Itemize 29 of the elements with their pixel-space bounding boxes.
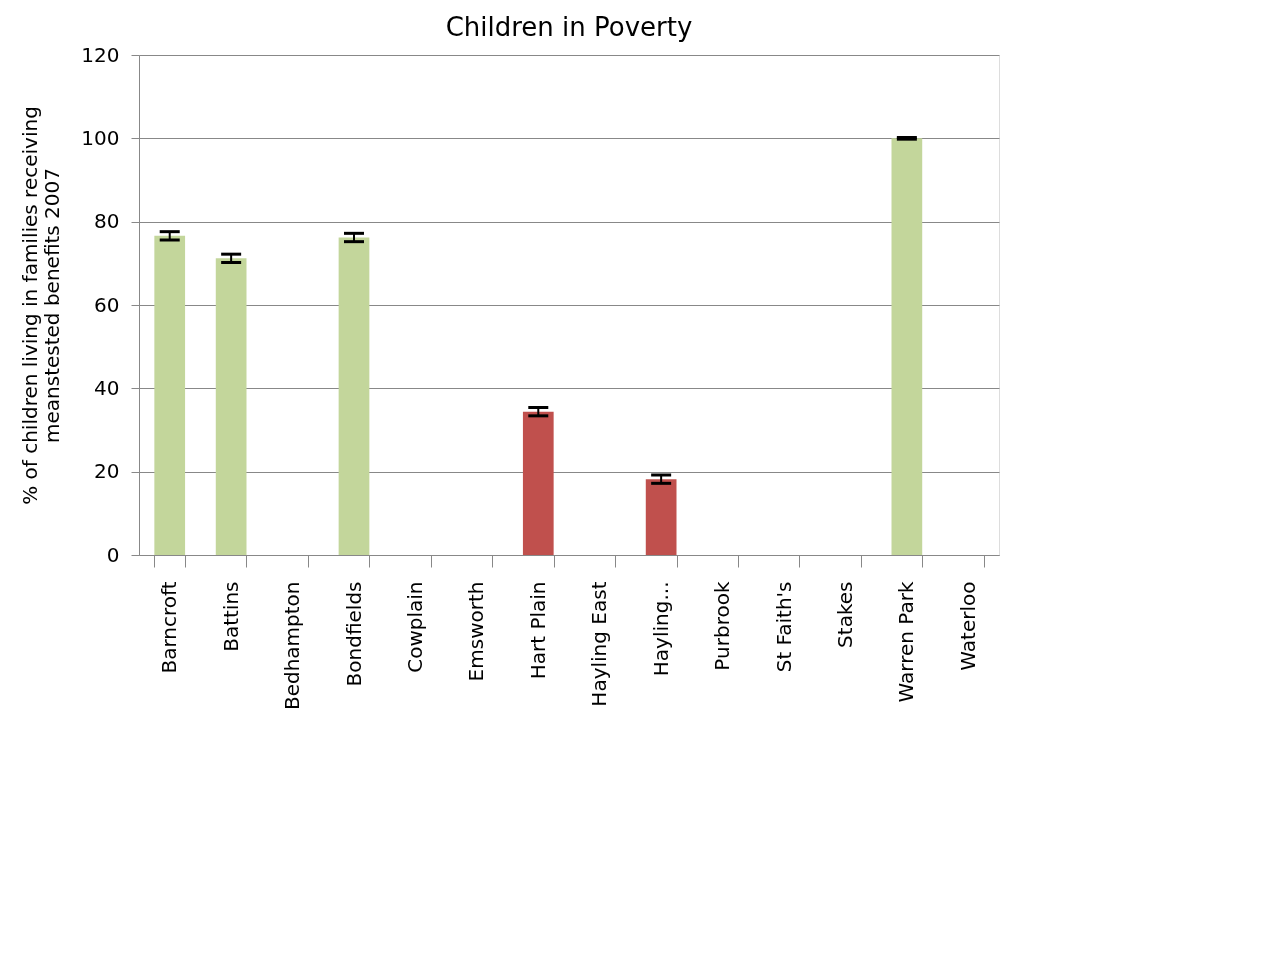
x-tick-label: Stakes <box>832 581 857 648</box>
chart-title: Children in Poverty <box>445 12 693 42</box>
x-tick-label: Warren Park <box>894 581 919 703</box>
x-tick-label: Waterloo <box>955 581 980 671</box>
bar <box>645 479 677 555</box>
x-tick-label: Hart Plain <box>525 581 550 680</box>
y-axis-title: % of children living in families receiving meanstested benefits 2007 <box>18 106 65 505</box>
x-tick-label: Bondfields <box>341 581 366 687</box>
y-tick-label: 120 <box>81 42 120 67</box>
x-tick-label: Emsworth <box>464 581 489 682</box>
x-tick-label: Hayling... <box>648 581 673 677</box>
x-tick-label: Barncroft <box>157 581 182 674</box>
y-tick-label: 0 <box>106 542 120 567</box>
y-tick-label: 20 <box>94 459 120 484</box>
x-tick-label: Bedhampton <box>280 581 305 711</box>
y-tick-label: 100 <box>81 125 120 150</box>
bar <box>338 237 370 555</box>
x-tick-label: Hayling East <box>587 581 612 707</box>
bar <box>522 411 554 555</box>
bar <box>215 258 247 555</box>
y-tick-label: 80 <box>94 209 120 234</box>
y-tick-label: 40 <box>94 375 120 400</box>
x-tick-label: Purbrook <box>710 581 735 671</box>
bar <box>154 235 186 555</box>
x-tick-label: Cowplain <box>402 581 427 673</box>
x-tick-label: St Faith's <box>771 581 796 673</box>
x-tick-label: Battins <box>218 581 243 652</box>
y-tick-label: 60 <box>94 292 120 317</box>
bar <box>891 138 923 555</box>
